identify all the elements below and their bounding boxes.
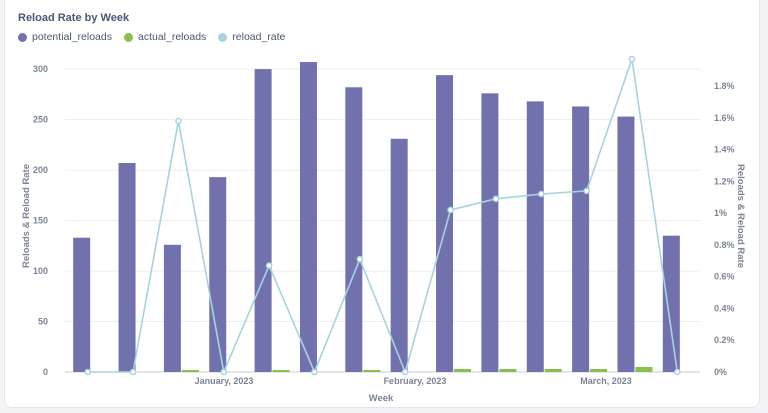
rate-line: [84, 55, 681, 376]
legend-label-potential-reloads: potential_reloads: [32, 31, 112, 43]
y-axis-title-right: Reloads & Reload Rate: [735, 164, 746, 268]
rate-point: [492, 195, 500, 203]
y-tick-label-right: 1.2%: [714, 176, 735, 186]
rate-point: [129, 368, 137, 376]
y-tick-label-left: 150: [33, 216, 48, 226]
chart-legend: potential_reloads actual_reloads reload_…: [18, 31, 285, 43]
rate-point: [628, 55, 636, 63]
bar-potential-reloads: [345, 87, 363, 372]
x-tick-label: March, 2023: [580, 376, 632, 386]
bar-actual-reloads: [454, 368, 472, 372]
bar-actual-reloads: [363, 369, 381, 372]
y-tick-label-right: 1%: [714, 208, 727, 218]
bar-potential-reloads: [299, 62, 317, 373]
bar-actual-reloads: [590, 368, 608, 372]
y-tick-label-right: 0.8%: [714, 240, 735, 250]
y-tick-label-right: 0.4%: [714, 303, 735, 313]
bar-potential-reloads: [436, 75, 454, 372]
rate-point: [356, 255, 364, 263]
legend-swatch-actual-reloads: [123, 32, 133, 42]
rate-point: [583, 187, 590, 195]
bar-actual-reloads: [181, 369, 199, 372]
x-axis-title: Week: [369, 393, 394, 404]
bar-potential-reloads: [481, 93, 499, 372]
y-tick-label-right: 0%: [714, 367, 727, 377]
rate-point: [674, 368, 681, 376]
bar-potential-reloads: [572, 106, 590, 373]
legend-item-reload-rate[interactable]: reload_rate: [218, 31, 285, 43]
bar-potential-reloads: [662, 235, 680, 372]
rate-point: [220, 368, 228, 376]
bar-actual-reloads: [272, 369, 290, 372]
y-tick-label-right: 1.4%: [714, 145, 735, 155]
y-tick-label-left: 250: [33, 115, 48, 125]
rate-point: [401, 368, 409, 376]
y-tick-label-left: 50: [38, 317, 48, 327]
bar-potential-reloads: [617, 116, 635, 373]
chart-title: Reload Rate by Week: [18, 12, 130, 24]
rate-point: [447, 206, 454, 214]
rate-point: [84, 368, 91, 376]
bar-potential-reloads: [254, 69, 272, 372]
bar-potential-reloads: [209, 177, 227, 372]
bars: [73, 62, 680, 373]
rate-point: [175, 117, 182, 125]
legend-item-potential-reloads[interactable]: potential_reloads: [18, 31, 112, 43]
y-tick-label-left: 0: [43, 367, 48, 377]
legend-label-actual-reloads: actual_reloads: [137, 31, 207, 43]
bar-potential-reloads: [118, 162, 136, 372]
legend-label-reload-rate: reload_rate: [232, 31, 286, 43]
bar-potential-reloads: [73, 237, 91, 372]
x-tick-label: February, 2023: [384, 376, 447, 386]
bar-actual-reloads: [499, 368, 517, 372]
rate-line-path: [87, 58, 679, 375]
y-tick-label-left: 300: [33, 64, 48, 74]
rate-point: [265, 262, 273, 269]
bar-actual-reloads: [544, 368, 562, 372]
bar-potential-reloads: [526, 101, 544, 373]
rate-point: [537, 190, 545, 198]
y-axis-title-left: Reloads & Reload Rate: [21, 164, 32, 268]
bar-actual-reloads: [635, 366, 653, 372]
rate-point: [311, 368, 318, 376]
legend-swatch-reload-rate: [218, 32, 228, 42]
y-tick-label-left: 200: [33, 165, 48, 175]
x-tick-label: January, 2023: [195, 376, 254, 386]
bar-potential-reloads: [390, 138, 408, 372]
y-tick-label-right: 0.2%: [714, 335, 735, 345]
y-tick-label-right: 1.8%: [714, 81, 735, 91]
legend-item-actual-reloads[interactable]: actual_reloads: [123, 31, 207, 43]
y-tick-label-right: 0.6%: [714, 272, 735, 282]
axes: 0 50 100 150 200 250 300 0% 0.2% 0.4% 0.6% 0.8% 1% 1.…: [33, 64, 735, 386]
y-tick-label-right: 1.6%: [714, 113, 735, 123]
bar-potential-reloads: [163, 244, 181, 372]
y-tick-label-left: 100: [33, 266, 48, 276]
legend-swatch-potential-reloads: [18, 32, 27, 42]
